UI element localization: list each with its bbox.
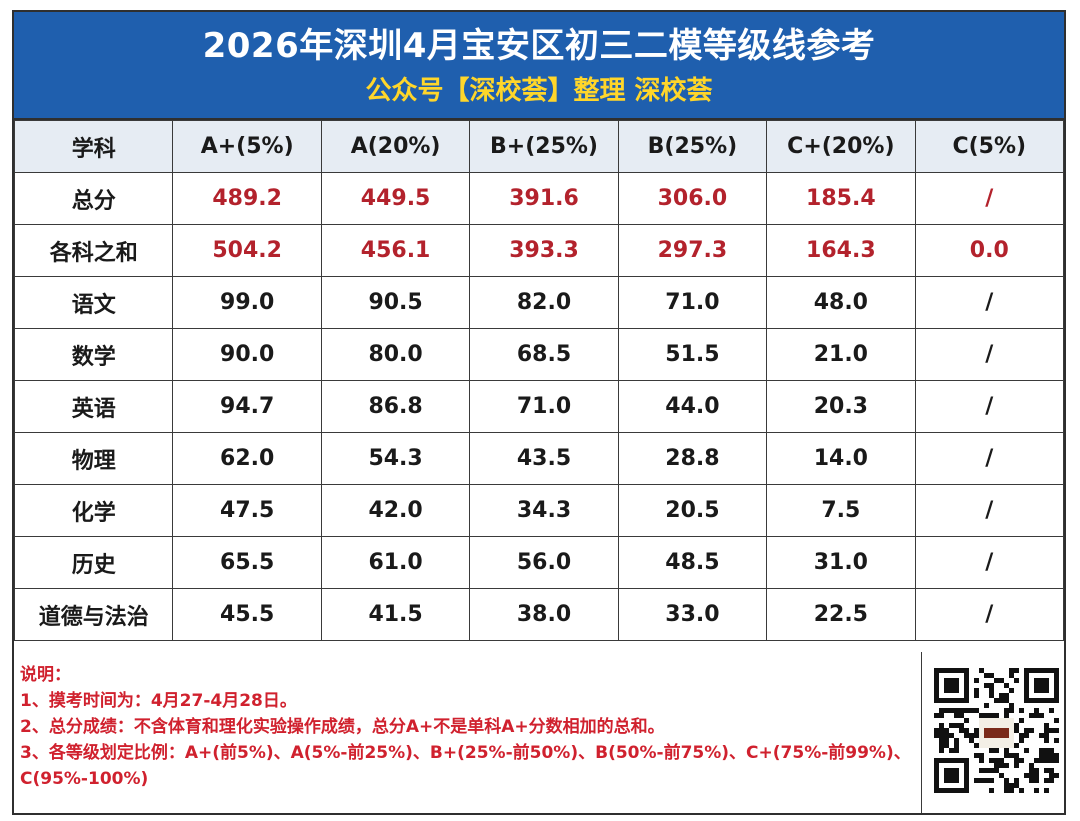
- table-row: 化学 47.5 42.0 34.3 20.5 7.5/: [13, 484, 1065, 537]
- notes-section: 说明： 1、摸考时间为：4月27-4月28日。 2、总分成绩：不含体育和理化实验…: [14, 652, 922, 813]
- score-cell: /: [914, 536, 1065, 589]
- score-cell: /: [914, 432, 1065, 485]
- score-cell: 47.5: [172, 484, 322, 537]
- note-line-3: 3、各等级划定比例：A+(前5%)、A(5%-前25%)、B+(25%-前50%…: [20, 743, 911, 789]
- score-cell: 61.0: [320, 536, 471, 589]
- header-cell-subject: 学科: [13, 120, 174, 173]
- score-cell: 28.8: [617, 432, 768, 485]
- score-cell: 38.0: [469, 588, 619, 641]
- score-cell: 391.6: [469, 172, 619, 225]
- score-cell: /: [914, 172, 1065, 225]
- score-cell: 22.5: [766, 588, 916, 641]
- score-cell: 56.0: [469, 536, 619, 589]
- score-cell: /: [914, 484, 1065, 537]
- subject-cell: 道德与法治: [13, 588, 174, 641]
- score-cell: 0.0: [914, 224, 1065, 277]
- subject-cell: 总分: [13, 172, 174, 225]
- score-cell: 62.0: [172, 432, 322, 485]
- score-cell: 504.2: [172, 224, 322, 277]
- subject-cell: 历史: [13, 536, 174, 589]
- score-cell: 489.2: [172, 172, 322, 225]
- score-cell: 297.3: [617, 224, 768, 277]
- score-cell: 94.7: [172, 380, 322, 433]
- score-cell: 21.0: [766, 328, 916, 381]
- score-cell: 99.0: [172, 276, 322, 329]
- score-cell: 65.5: [172, 536, 322, 589]
- score-cell: 164.3: [766, 224, 916, 277]
- subject-cell: 各科之和: [13, 224, 174, 277]
- note-line-2: 2、总分成绩：不含体育和理化实验操作成绩，总分A+不是单科A+分数相加的总和。: [20, 717, 665, 737]
- score-cell: 31.0: [766, 536, 916, 589]
- score-cell: 306.0: [617, 172, 768, 225]
- table-row: 总分 489.2 449.5 391.6 306.0 185.4/: [13, 172, 1065, 225]
- score-cell: 393.3: [469, 224, 619, 277]
- score-cell: 44.0: [617, 380, 768, 433]
- score-cell: 71.0: [617, 276, 768, 329]
- score-cell: /: [914, 276, 1065, 329]
- score-cell: 71.0: [469, 380, 619, 433]
- page-subtitle: 公众号【深校荟】整理 深校荟: [365, 76, 713, 106]
- subject-cell: 语文: [13, 276, 174, 329]
- subject-cell: 英语: [13, 380, 174, 433]
- header-cell-b-plus: B+(25%): [469, 120, 619, 173]
- score-cell: 51.5: [617, 328, 768, 381]
- table-body: 总分 489.2 449.5 391.6 306.0 185.4/各科之和 504.2 456…: [13, 172, 1065, 641]
- score-cell: 185.4: [766, 172, 916, 225]
- notes-heading: 说明：: [20, 665, 71, 685]
- subject-cell: 物理: [13, 432, 174, 485]
- score-cell: /: [914, 588, 1065, 641]
- table-row: 历史 65.5 61.0 56.0 48.5 31.0/: [13, 536, 1065, 589]
- header-cell-a: A(20%): [320, 120, 471, 173]
- score-cell: 54.3: [320, 432, 471, 485]
- score-cell: 14.0: [766, 432, 916, 485]
- header-cell-c-plus: C+(20%): [766, 120, 916, 173]
- score-cell: 43.5: [469, 432, 619, 485]
- qr-code-icon: [930, 650, 1064, 813]
- header-cell-c: C(5%): [914, 120, 1065, 173]
- table-row: 各科之和 504.2 456.1 393.3 297.3 164.3 0.0: [13, 224, 1065, 277]
- score-cell: 20.5: [617, 484, 768, 537]
- table-row: 道德与法治 45.5 41.5 38.0 33.0 22.5/: [13, 588, 1065, 641]
- score-cell: 456.1: [320, 224, 471, 277]
- score-cell: 33.0: [617, 588, 768, 641]
- header-cell-b: B(25%): [617, 120, 768, 173]
- header-cell-a-plus: A+(5%): [172, 120, 322, 173]
- score-cell: 34.3: [469, 484, 619, 537]
- score-cell: 45.5: [172, 588, 322, 641]
- score-cell: 42.0: [320, 484, 471, 537]
- score-cell: 20.3: [766, 380, 916, 433]
- grade-table: 学科 A+(5%) A(20%) B+(25%) B(25%) C+(20%) …: [13, 120, 1065, 641]
- score-cell: 48.5: [617, 536, 768, 589]
- score-cell: 90.5: [320, 276, 471, 329]
- page-frame: 2026年深圳4月宝安区初三二模等级线参考 公众号【深校荟】整理 深校荟 学科 …: [12, 10, 1066, 815]
- table-row: 英语 94.7 86.8 71.0 44.0 20.3/: [13, 380, 1065, 433]
- score-cell: 86.8: [320, 380, 471, 433]
- table-row: 语文 99.0 90.5 82.0 71.0 48.0/: [13, 276, 1065, 329]
- score-cell: 68.5: [469, 328, 619, 381]
- subject-cell: 化学: [13, 484, 174, 537]
- score-cell: 41.5: [320, 588, 471, 641]
- score-cell: 80.0: [320, 328, 471, 381]
- table-row: 物理 62.0 54.3 43.5 28.8 14.0/: [13, 432, 1065, 485]
- header-banner: 2026年深圳4月宝安区初三二模等级线参考 公众号【深校荟】整理 深校荟: [14, 12, 1064, 120]
- table-header-row: 学科 A+(5%) A(20%) B+(25%) B(25%) C+(20%) …: [13, 120, 1065, 173]
- score-cell: 82.0: [469, 276, 619, 329]
- subject-cell: 数学: [13, 328, 174, 381]
- score-cell: 449.5: [320, 172, 471, 225]
- page-title: 2026年深圳4月宝安区初三二模等级线参考: [202, 26, 876, 66]
- score-cell: 7.5: [766, 484, 916, 537]
- qr-code-graphic: [930, 650, 1064, 813]
- score-cell: 90.0: [172, 328, 322, 381]
- score-cell: /: [914, 380, 1065, 433]
- score-cell: 48.0: [766, 276, 916, 329]
- table-row: 数学 90.0 80.0 68.5 51.5 21.0/: [13, 328, 1065, 381]
- note-line-1: 1、摸考时间为：4月27-4月28日。: [20, 691, 297, 711]
- score-cell: /: [914, 328, 1065, 381]
